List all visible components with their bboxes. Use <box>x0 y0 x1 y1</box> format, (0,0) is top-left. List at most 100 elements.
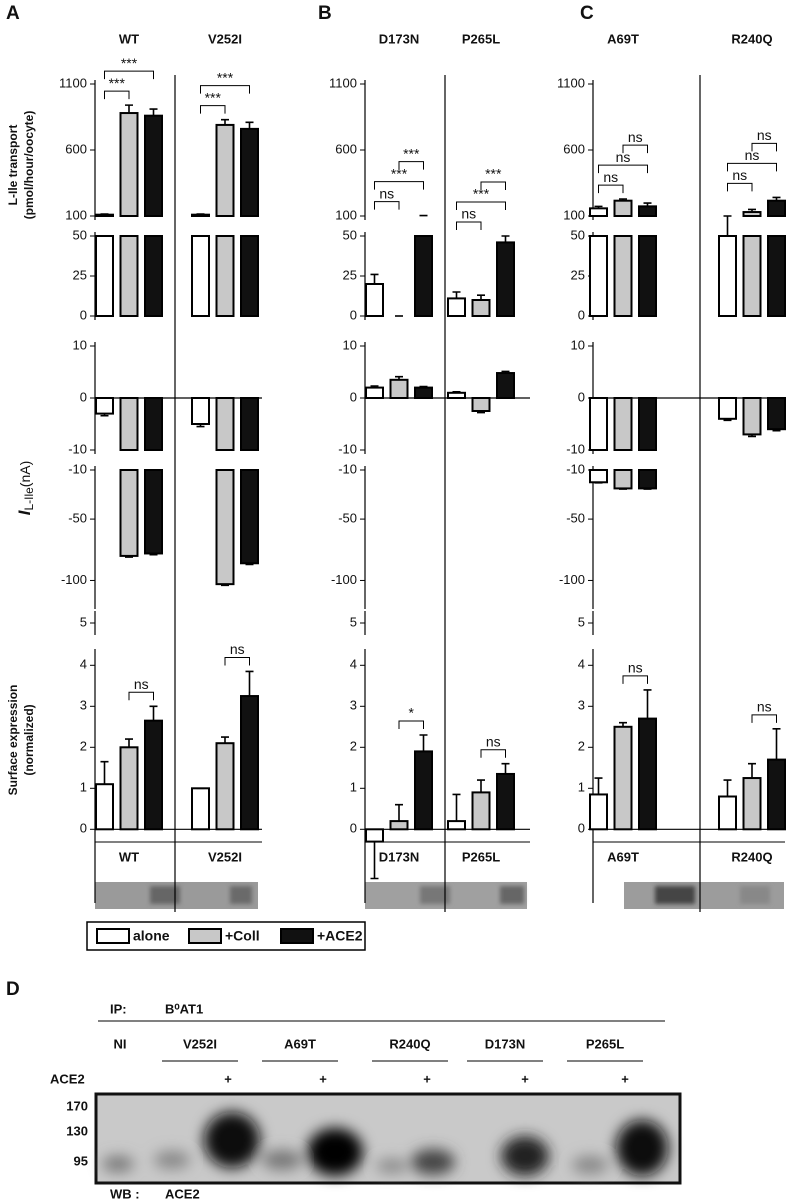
y-title-line: (normalized) <box>22 704 36 775</box>
bar <box>119 112 139 217</box>
panel-letter: A <box>6 3 20 24</box>
bracket <box>727 162 777 172</box>
lane-label: NI <box>114 1036 127 1051</box>
error-bar <box>477 411 485 414</box>
plus: + <box>621 1071 629 1086</box>
legend: alone +Coll +ACE2 <box>86 921 366 951</box>
y-tick-label: 50 <box>571 227 585 242</box>
marker: 170 <box>66 1098 88 1113</box>
error-bar <box>619 488 627 490</box>
bracket <box>480 749 506 758</box>
bar <box>589 793 608 831</box>
bar <box>365 283 384 317</box>
y-tick-label: 0 <box>80 389 87 404</box>
error-bar <box>149 705 158 721</box>
y-tick-label: 4 <box>350 657 357 672</box>
lane-label: D173N <box>485 1036 525 1051</box>
bracket <box>456 221 482 230</box>
bar <box>240 695 259 831</box>
error-bar <box>100 413 109 417</box>
bar <box>215 235 235 317</box>
y-tick-label: 3 <box>80 698 87 713</box>
y-tick-label: 100 <box>335 207 357 222</box>
y-tick-label: -100 <box>331 572 357 587</box>
legend-label: +Coll <box>225 928 260 944</box>
y-tick-label: 2 <box>350 739 357 754</box>
bracket <box>456 201 506 210</box>
y-tick-label: 0 <box>578 307 585 322</box>
y-tick-label: 1100 <box>557 75 585 90</box>
plus: + <box>319 1071 327 1086</box>
error-bar <box>419 385 428 388</box>
significance: *** <box>121 55 138 71</box>
y-tick-label: 1 <box>578 780 585 795</box>
bar <box>589 235 608 317</box>
y-tick-label: 25 <box>343 267 357 282</box>
significance: * <box>409 705 415 721</box>
y-tick-label: 25 <box>571 267 585 282</box>
group-label: R240Q <box>731 849 772 864</box>
error-bar <box>477 294 485 300</box>
bracket <box>374 201 400 210</box>
error-bar <box>419 734 428 752</box>
bar <box>589 207 608 217</box>
plus: + <box>224 1071 232 1086</box>
bar <box>496 372 515 400</box>
bar <box>144 235 163 317</box>
group-label: P265L <box>462 31 500 46</box>
bar <box>191 235 210 317</box>
error-bar <box>221 584 229 587</box>
error-bar <box>221 736 229 744</box>
group-label: WT <box>119 31 139 46</box>
error-bar <box>370 385 379 388</box>
symbol: I <box>15 509 34 515</box>
bar <box>389 378 409 399</box>
bar <box>119 235 139 317</box>
group-label: P265L <box>462 849 500 864</box>
plus: + <box>521 1071 529 1086</box>
band <box>740 886 770 904</box>
y-tick-label: 10 <box>73 337 87 352</box>
error-bar <box>196 213 205 215</box>
bar <box>119 397 139 451</box>
bracket <box>480 181 506 190</box>
y-tick-label: 0 <box>350 307 357 322</box>
error-bar <box>395 803 403 822</box>
significance: *** <box>473 186 490 202</box>
bar <box>365 386 384 400</box>
legend-items: alone +Coll +ACE2 <box>96 928 363 944</box>
plus: + <box>423 1071 431 1086</box>
bar <box>471 791 491 831</box>
y-title: Surface expression (normalized) <box>6 685 36 796</box>
legend-swatch <box>280 928 314 944</box>
bar <box>767 758 786 831</box>
y-tick-label: -100 <box>61 572 87 587</box>
y-tick-label: 1100 <box>329 75 357 90</box>
y-tick-label: 4 <box>80 657 87 672</box>
error-bar <box>594 482 603 484</box>
error-bar <box>643 689 652 719</box>
error-bar <box>619 721 627 727</box>
error-bar <box>196 424 205 428</box>
lane-label: R240Q <box>389 1036 430 1051</box>
bar <box>471 397 491 412</box>
bracket <box>104 70 154 80</box>
significance: ns <box>745 147 760 163</box>
bar <box>144 719 163 831</box>
bar <box>240 127 259 218</box>
y-tick-label: 5 <box>80 614 87 629</box>
y-tick-label: 1 <box>80 780 87 795</box>
significance: *** <box>391 165 408 181</box>
bar <box>447 297 466 317</box>
bar <box>144 114 163 217</box>
y-tick-label: 0 <box>80 307 87 322</box>
bracket <box>104 90 130 100</box>
y-tick-label: -10 <box>68 461 87 476</box>
group-label: V252I <box>208 849 242 864</box>
error-bar <box>501 235 510 243</box>
y-tick-label: 100 <box>65 207 87 222</box>
bar <box>365 828 384 843</box>
significance: ns <box>732 167 747 183</box>
bar <box>742 777 762 831</box>
